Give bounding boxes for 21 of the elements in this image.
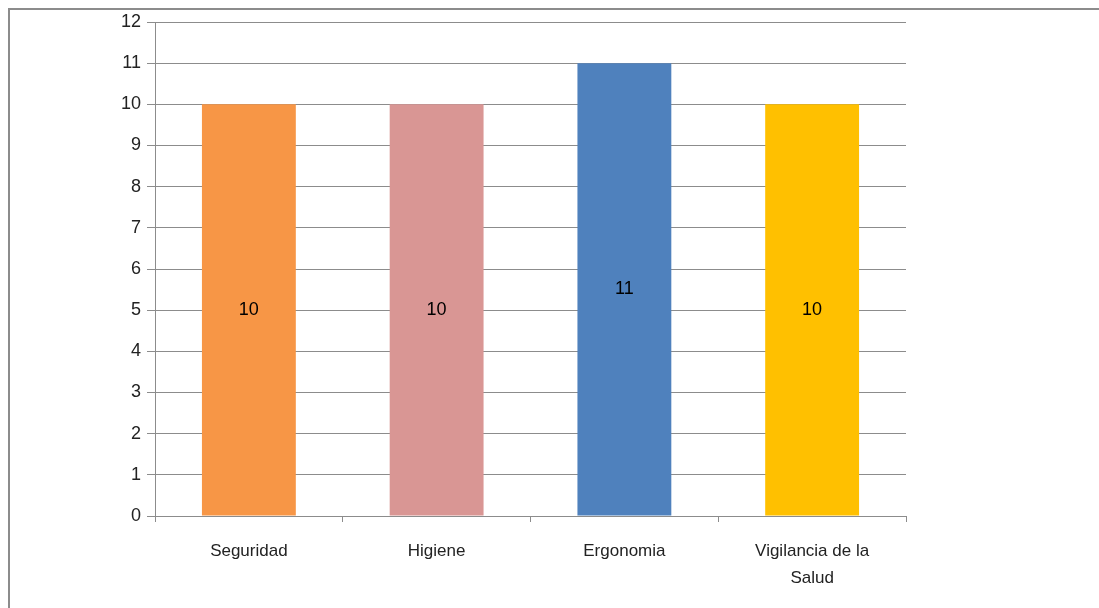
x-tick-label: Higiene — [407, 541, 466, 561]
y-tick-label: 6 — [130, 257, 141, 278]
data-label: 10 — [426, 298, 447, 319]
x-tick-label: Seguridad — [210, 541, 288, 561]
y-tick-label: 10 — [120, 93, 141, 114]
x-tick-label: Vigilancia de la Salud — [755, 541, 870, 588]
y-tick-label: 4 — [130, 340, 141, 361]
y-tick-label: 0 — [130, 504, 141, 525]
y-tick-label: 7 — [130, 216, 141, 237]
y-tick-label: 3 — [130, 381, 141, 402]
data-label: 10 — [802, 298, 823, 319]
data-label: 10 — [238, 298, 259, 319]
y-tick-label: 1 — [130, 463, 141, 484]
x-tick-label: Ergonomia — [583, 541, 667, 561]
y-tick-label: 11 — [122, 52, 141, 73]
y-tick-label: 8 — [130, 175, 141, 196]
data-label: 11 — [615, 278, 634, 299]
y-tick-label: 12 — [120, 10, 141, 31]
y-tick-label: 9 — [130, 134, 141, 155]
y-tick-label: 5 — [130, 299, 141, 320]
y-tick-label: 2 — [130, 422, 141, 443]
